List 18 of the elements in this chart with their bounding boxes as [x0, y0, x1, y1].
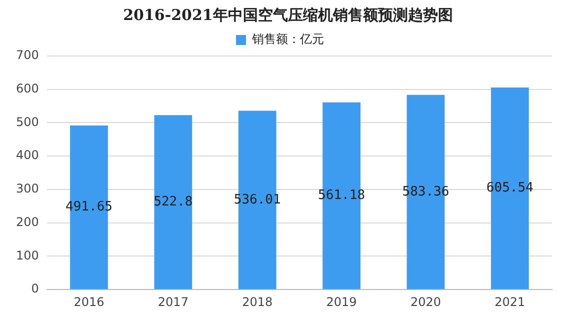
x-tick-label: 2016: [74, 294, 104, 309]
x-tick-label: 2018: [242, 294, 273, 309]
y-tick-label: 700: [16, 48, 39, 62]
x-tick-label: 2019: [326, 294, 357, 309]
y-tick-label: 600: [16, 81, 39, 96]
y-tick-label: 300: [16, 182, 39, 196]
data-label: 522.8: [154, 194, 193, 210]
y-tick-label: 200: [16, 214, 39, 229]
legend-label: 销售额：亿元: [251, 32, 324, 46]
x-tick-label: 2020: [410, 294, 441, 309]
y-tick-label: 0: [31, 282, 39, 296]
y-tick-label: 400: [16, 148, 39, 162]
x-tick-label: 2017: [158, 294, 188, 309]
x-tick-label: 2021: [494, 294, 526, 309]
bar: [154, 115, 192, 290]
chart-title: 2016-2021年中国空气压缩机销售额预测趋势图: [122, 6, 454, 25]
y-tick-label: 500: [16, 114, 39, 129]
y-tick-label: 100: [16, 248, 39, 262]
